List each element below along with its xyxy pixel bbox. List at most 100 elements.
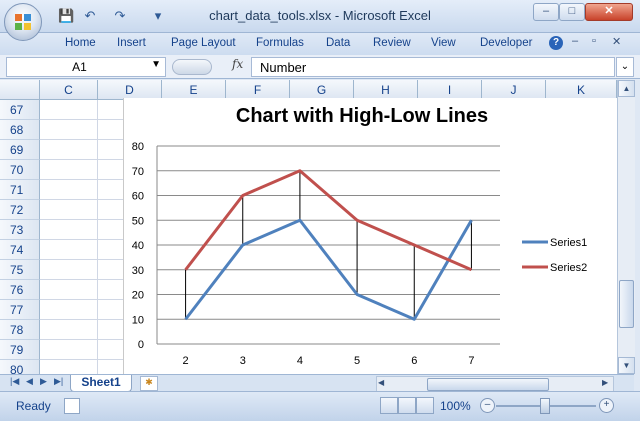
maximize-button[interactable]: □ [559, 3, 585, 21]
legend-label: Series1 [550, 237, 587, 249]
y-tick-label: 60 [132, 191, 144, 203]
select-all-corner[interactable] [0, 80, 40, 100]
expand-formula-bar-icon[interactable]: ⌄ [616, 57, 634, 77]
row-header[interactable]: 70 [0, 160, 40, 180]
office-logo-icon [15, 14, 31, 30]
close-button[interactable]: ✕ [585, 3, 633, 21]
ribbon-close-icon[interactable]: ✕ [612, 36, 622, 48]
prev-sheet-icon[interactable]: ◀ [26, 376, 33, 386]
row-header[interactable]: 73 [0, 220, 40, 240]
tab-formulas[interactable]: Formulas [256, 37, 304, 49]
status-bar: Ready 100% – + [0, 391, 640, 421]
first-sheet-icon[interactable]: |◀ [10, 376, 20, 386]
row-header[interactable]: 78 [0, 320, 40, 340]
column-header-d[interactable]: D [98, 80, 162, 100]
vertical-scrollbar[interactable]: ▲ ▼ [617, 80, 635, 374]
tab-developer[interactable]: Developer [480, 37, 533, 49]
chevron-down-icon[interactable]: ▼ [151, 59, 161, 70]
scroll-right-icon[interactable]: ▶ [602, 378, 609, 387]
x-tick-label: 3 [240, 355, 246, 367]
redo-icon[interactable]: ↷ [114, 8, 126, 23]
scroll-up-icon[interactable]: ▲ [618, 80, 635, 97]
office-button[interactable] [4, 3, 42, 41]
column-header-e[interactable]: E [162, 80, 226, 100]
zoom-level[interactable]: 100% [440, 399, 471, 413]
horizontal-scroll-thumb[interactable] [427, 378, 549, 391]
row-header[interactable]: 76 [0, 280, 40, 300]
column-header-f[interactable]: F [226, 80, 290, 100]
formula-input[interactable]: Number [251, 57, 615, 77]
fx-area: fx [170, 57, 248, 75]
zoom-slider-thumb[interactable] [540, 398, 550, 414]
y-tick-label: 40 [132, 240, 144, 252]
y-tick-label: 70 [132, 166, 144, 178]
scroll-down-icon[interactable]: ▼ [618, 357, 635, 374]
last-sheet-icon[interactable]: ▶| [54, 376, 64, 386]
normal-view-icon[interactable] [380, 397, 398, 414]
ribbon-minimize-icon[interactable]: – [572, 35, 579, 47]
series-line-series1 [184, 218, 473, 321]
chart-canvas: Chart with High-Low Lines 0 10 20 30 40 50 60 7… [132, 105, 588, 367]
row-header[interactable]: 72 [0, 200, 40, 220]
embedded-chart[interactable]: Chart with High-Low Lines 0 10 20 30 40 50 60 7… [123, 98, 618, 376]
help-icon[interactable]: ? [549, 36, 563, 50]
tab-review[interactable]: Review [373, 37, 411, 49]
column-header-c[interactable]: C [40, 80, 98, 100]
insert-sheet-icon[interactable]: ✱ [140, 376, 158, 391]
row-header[interactable]: 80 [0, 360, 40, 374]
ribbon-restore-icon[interactable]: ▫ [592, 35, 596, 47]
row-header[interactable]: 69 [0, 140, 40, 160]
y-tick-label: 30 [132, 265, 144, 277]
tab-view[interactable]: View [431, 37, 456, 49]
y-tick-label: 80 [132, 141, 144, 153]
row-header[interactable]: 74 [0, 240, 40, 260]
tab-data[interactable]: Data [326, 37, 351, 49]
name-box-value: A1 [72, 60, 87, 74]
legend-label: Series2 [550, 262, 587, 274]
row-header[interactable]: 68 [0, 120, 40, 140]
save-icon[interactable]: 💾 [58, 8, 75, 23]
row-header[interactable]: 79 [0, 340, 40, 360]
row-header[interactable]: 67 [0, 100, 40, 120]
column-header-j[interactable]: J [482, 80, 546, 100]
row-header[interactable]: 77 [0, 300, 40, 320]
resize-handle-icon[interactable] [172, 59, 212, 75]
customize-qat-icon[interactable]: ▾ [154, 8, 162, 23]
macro-record-icon[interactable] [64, 398, 80, 414]
title-bar: chart_data_tools.xlsx - Microsoft Excel … [0, 0, 640, 33]
x-tick-label: 5 [354, 355, 360, 367]
insert-function-icon[interactable]: fx [232, 57, 244, 71]
scroll-left-icon[interactable]: ◀ [378, 378, 385, 387]
status-text: Ready [16, 399, 51, 413]
formula-value: Number [260, 60, 307, 75]
undo-icon[interactable]: ↶ [84, 8, 96, 23]
next-sheet-icon[interactable]: ▶ [40, 376, 47, 386]
column-header-h[interactable]: H [354, 80, 418, 100]
x-tick-label: 4 [297, 355, 303, 367]
horizontal-scrollbar[interactable]: ◀ ▶ [376, 376, 614, 392]
tab-page-layout[interactable]: Page Layout [171, 37, 236, 49]
minimize-button[interactable]: – [533, 3, 559, 21]
tab-insert[interactable]: Insert [117, 37, 146, 49]
formula-bar: A1 ▼ fx Number ⌄ [0, 55, 640, 79]
column-header-k[interactable]: K [546, 80, 617, 100]
y-tick-label: 0 [138, 339, 144, 351]
column-header-g[interactable]: G [290, 80, 354, 100]
row-header[interactable]: 75 [0, 260, 40, 280]
sheet-tab-sheet1[interactable]: Sheet1 [70, 375, 132, 392]
series-line-series2 [184, 169, 473, 272]
zoom-out-icon[interactable]: – [480, 398, 495, 413]
row-header[interactable]: 71 [0, 180, 40, 200]
tab-home[interactable]: Home [65, 37, 96, 49]
x-tick-label: 7 [468, 355, 474, 367]
page-layout-view-icon[interactable] [398, 397, 416, 414]
x-tick-label: 6 [411, 355, 417, 367]
x-tick-label: 2 [183, 355, 189, 367]
page-break-view-icon[interactable] [416, 397, 434, 414]
zoom-in-icon[interactable]: + [599, 398, 614, 413]
window-title: chart_data_tools.xlsx - Microsoft Excel [209, 8, 431, 23]
grid-line [97, 100, 98, 374]
vertical-scroll-thumb[interactable] [619, 280, 634, 328]
column-header-i[interactable]: I [418, 80, 482, 100]
name-box[interactable]: A1 ▼ [6, 57, 166, 77]
